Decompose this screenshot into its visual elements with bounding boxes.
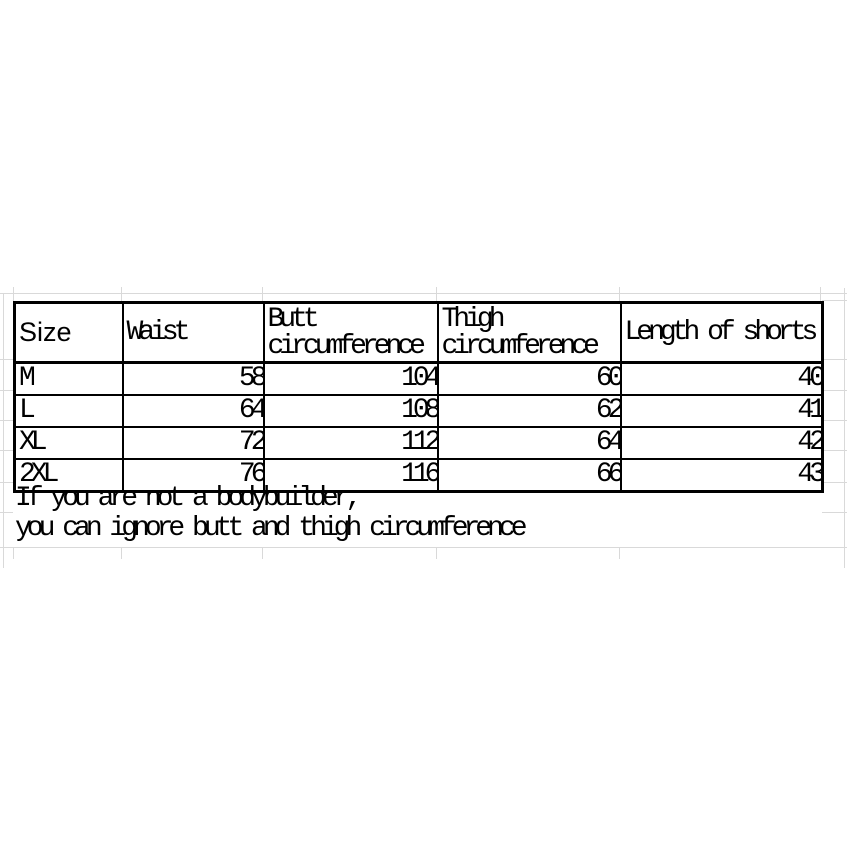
cell-thigh: 66 (436, 458, 622, 493)
gridline (0, 359, 13, 360)
cell-waist: 72 (121, 426, 265, 460)
cell-size: 2XL (13, 458, 124, 493)
header-row: Size Waist Butt circumference Thigh circ… (13, 301, 824, 364)
gridline (0, 482, 13, 483)
size-note: If you are not a bodybuilder, you can ig… (15, 483, 528, 544)
cell-waist: 64 (121, 394, 265, 428)
header-thigh-circumference: Thigh circumference (436, 301, 622, 364)
table-row: 2XL 76 116 66 43 (13, 458, 824, 493)
gridline (822, 420, 847, 421)
gridline (822, 359, 847, 360)
cell-waist: 58 (121, 361, 265, 396)
cell-length: 43 (619, 458, 824, 493)
gridline (822, 300, 847, 301)
cell-butt: 116 (262, 458, 439, 493)
gridline (436, 287, 437, 301)
gridline (822, 482, 847, 483)
header-size: Size (13, 301, 124, 364)
gridline (822, 390, 847, 391)
cell-thigh: 62 (436, 394, 622, 428)
note-line-2: you can ignore butt and thigh circumfere… (15, 513, 528, 544)
gridline (822, 512, 847, 513)
cell-size: L (13, 394, 124, 428)
cell-length: 41 (619, 394, 824, 428)
gridline (0, 547, 847, 548)
gridline (0, 450, 13, 451)
gridline (0, 420, 13, 421)
table-row: M 58 104 60 40 (13, 361, 824, 396)
header-butt-circumference: Butt circumference (262, 301, 439, 364)
gridline (121, 287, 122, 301)
header-waist: Waist (121, 301, 265, 364)
gridline (13, 287, 14, 301)
gridline (844, 288, 845, 568)
gridline (820, 287, 821, 301)
cell-size: M (13, 361, 124, 396)
table-row: XL 72 112 64 42 (13, 426, 824, 460)
note-line-1: If you are not a bodybuilder, (15, 483, 362, 514)
size-chart-table: Size Waist Butt circumference Thigh circ… (13, 301, 824, 493)
gridline (0, 293, 847, 294)
cell-butt: 108 (262, 394, 439, 428)
gridline (13, 547, 14, 559)
gridline (262, 547, 263, 559)
gridline (619, 287, 620, 301)
gridline (0, 512, 13, 513)
cell-thigh: 60 (436, 361, 622, 396)
gridline (121, 547, 122, 559)
cell-waist: 76 (121, 458, 265, 493)
gridline (436, 547, 437, 559)
cell-size: XL (13, 426, 124, 460)
gridline (619, 547, 620, 559)
cell-length: 40 (619, 361, 824, 396)
cell-length: 42 (619, 426, 824, 460)
cell-butt: 112 (262, 426, 439, 460)
gridline (3, 293, 4, 568)
gridline (0, 390, 13, 391)
cell-thigh: 64 (436, 426, 622, 460)
gridline (822, 450, 847, 451)
header-length-of-shorts: Length of shorts (619, 301, 824, 364)
cell-butt: 104 (262, 361, 439, 396)
gridline (262, 287, 263, 301)
table-row: L 64 108 62 41 (13, 394, 824, 428)
